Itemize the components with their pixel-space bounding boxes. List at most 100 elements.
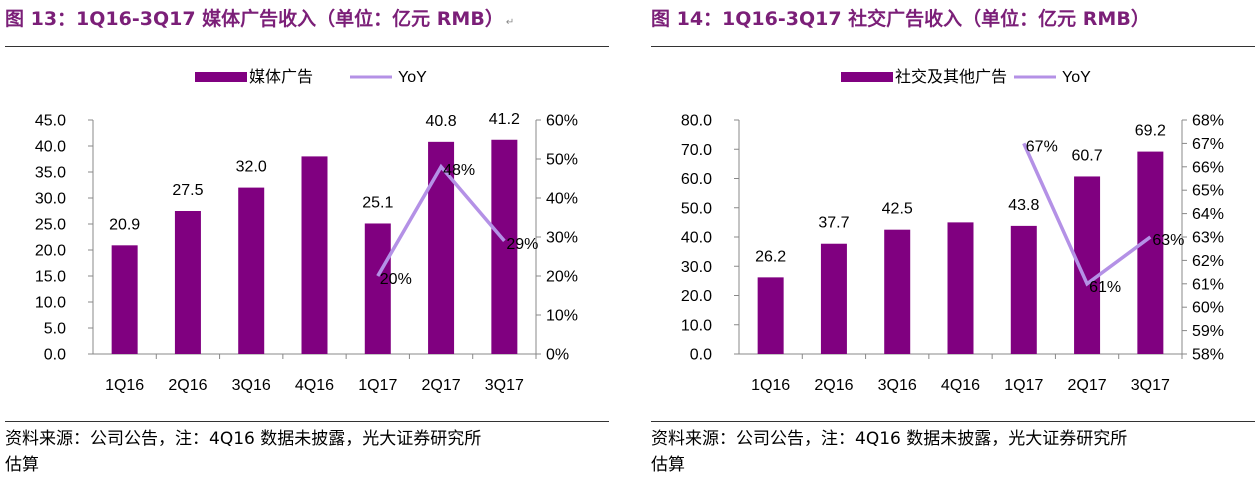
- x-tick-label: 1Q16: [105, 377, 144, 394]
- bar-value-label: 20.9: [109, 216, 140, 233]
- y-right-tick-label: 64%: [1192, 206, 1224, 223]
- y-left-tick-label: 80.0: [681, 113, 712, 130]
- y-left-tick-label: 30.0: [35, 191, 66, 208]
- bar-value-label: 27.5: [172, 182, 203, 199]
- source-line-2: 估算: [651, 455, 685, 475]
- source-divider: [651, 421, 1255, 422]
- y-left-tick-label: 70.0: [681, 142, 712, 159]
- y-left-tick-label: 10.0: [681, 317, 712, 334]
- y-left-tick-label: 15.0: [35, 269, 66, 286]
- bar: [174, 211, 201, 354]
- y-right-tick-label: 10%: [546, 308, 578, 325]
- y-left-tick-label: 40.0: [35, 139, 66, 156]
- legend-bar-swatch: [841, 72, 893, 82]
- y-right-tick-label: 58%: [1192, 347, 1224, 364]
- bar-value-label: 40.8: [426, 113, 457, 130]
- y-left-tick-label: 25.0: [35, 217, 66, 234]
- y-right-tick-label: 30%: [546, 230, 578, 247]
- x-tick-label: 3Q16: [232, 377, 271, 394]
- y-left-tick-label: 60.0: [681, 171, 712, 188]
- y-right-tick-label: 68%: [1192, 113, 1224, 130]
- y-right-tick-label: 67%: [1192, 136, 1224, 153]
- source-line-1: 资料来源：公司公告，注：4Q16 数据未披露，光大证券研究所: [5, 429, 482, 449]
- bar-value-label: 69.2: [1135, 123, 1166, 140]
- bar: [884, 229, 911, 354]
- y-left-tick-label: 0.0: [44, 347, 66, 364]
- legend-bar-label: 社交及其他广告: [895, 68, 1007, 86]
- bar: [1010, 225, 1037, 354]
- y-left-tick-label: 30.0: [681, 259, 712, 276]
- chart-14: 社交及其他广告 YoY 0.0 10.0 20.0 30.0 40.0 50.0 60.0 70.…: [681, 68, 1224, 394]
- bar: [238, 187, 265, 354]
- yoy-value-label: 29%: [506, 236, 538, 253]
- y-left-tick-label: 50.0: [681, 200, 712, 217]
- bar: [491, 139, 518, 354]
- yoy-value-label: 61%: [1089, 279, 1121, 296]
- x-tick-label: 2Q17: [1068, 377, 1107, 394]
- title-divider: [5, 46, 609, 47]
- x-tick-label: 1Q17: [1004, 377, 1043, 394]
- bar-value-label: 60.7: [1072, 147, 1103, 164]
- title-divider: [651, 46, 1255, 47]
- y-left-tick-label: 5.0: [44, 321, 66, 338]
- y-right-tick-label: 61%: [1192, 276, 1224, 293]
- y-right-tick-label: 66%: [1192, 159, 1224, 176]
- bar: [947, 222, 974, 354]
- y-right-tick-label: 62%: [1192, 253, 1224, 270]
- bar-value-label: 42.5: [882, 201, 913, 218]
- yoy-value-label: 20%: [380, 271, 412, 288]
- source-line-2: 估算: [5, 455, 39, 475]
- y-left-tick-label: 40.0: [681, 230, 712, 247]
- bar: [820, 243, 847, 354]
- bar-value-label: 41.2: [489, 111, 520, 128]
- x-tick-label: 4Q16: [941, 377, 980, 394]
- y-right-tick-label: 20%: [546, 269, 578, 286]
- bar: [301, 156, 328, 354]
- legend-line-label: YoY: [1062, 69, 1091, 86]
- y-right-tick-label: 50%: [546, 152, 578, 169]
- y-left-tick-label: 35.0: [35, 165, 66, 182]
- x-tick-label: 3Q17: [485, 377, 524, 394]
- x-tick-label: 1Q16: [751, 377, 790, 394]
- legend-bar-swatch: [195, 72, 247, 82]
- bar-value-label: 37.7: [818, 215, 849, 232]
- y-right-tick-label: 63%: [1192, 230, 1224, 247]
- x-tick-label: 3Q17: [1131, 377, 1170, 394]
- y-left-tick-label: 20.0: [681, 288, 712, 305]
- y-right-tick-label: 60%: [546, 113, 578, 130]
- bar-value-label: 43.8: [1008, 197, 1039, 214]
- figure-title: 图 14：1Q16-3Q17 社交广告收入（单位：亿元 RMB）: [651, 8, 1150, 30]
- legend-line-label: YoY: [398, 69, 427, 86]
- x-tick-label: 2Q17: [422, 377, 461, 394]
- figure-title: 图 13：1Q16-3Q17 媒体广告收入（单位：亿元 RMB） ↵: [5, 8, 515, 30]
- bar-value-label: 32.0: [236, 159, 267, 176]
- y-left-tick-label: 0.0: [690, 347, 712, 364]
- y-right-tick-label: 40%: [546, 191, 578, 208]
- bar-value-label: 26.2: [755, 248, 786, 265]
- legend-bar-label: 媒体广告: [249, 68, 313, 86]
- y-left-tick-label: 45.0: [35, 113, 66, 130]
- source-note: 资料来源：公司公告，注：4Q16 数据未披露，光大证券研究所 估算: [5, 426, 609, 478]
- x-tick-label: 4Q16: [295, 377, 334, 394]
- x-tick-label: 3Q16: [878, 377, 917, 394]
- y-right-tick-label: 65%: [1192, 183, 1224, 200]
- x-tick-label: 2Q16: [168, 377, 207, 394]
- bar: [111, 245, 138, 354]
- source-line-1: 资料来源：公司公告，注：4Q16 数据未披露，光大证券研究所: [651, 429, 1128, 449]
- x-tick-label: 2Q16: [814, 377, 853, 394]
- y-left-tick-label: 20.0: [35, 243, 66, 260]
- yoy-value-label: 48%: [443, 162, 475, 179]
- y-right-tick-label: 60%: [1192, 300, 1224, 317]
- source-note: 资料来源：公司公告，注：4Q16 数据未披露，光大证券研究所 估算: [651, 426, 1255, 478]
- chart-13: 媒体广告 YoY 0.0 5.0 10.0 15.0 20.0 25.0 30.0 35.0 40.…: [35, 68, 578, 394]
- bar: [1137, 151, 1164, 354]
- chart-panel-13: 图 13：1Q16-3Q17 媒体广告收入（单位：亿元 RMB） ↵ 媒体广告 Yo…: [5, 0, 612, 481]
- bar: [364, 223, 391, 354]
- y-right-tick-label: 59%: [1192, 323, 1224, 340]
- y-right-tick-label: 0%: [546, 347, 569, 364]
- yoy-value-label: 63%: [1152, 232, 1184, 249]
- source-divider: [5, 421, 609, 422]
- chart-panel-14: 图 14：1Q16-3Q17 社交广告收入（单位：亿元 RMB） 社交及其他广告…: [651, 0, 1255, 481]
- bar: [757, 277, 784, 354]
- yoy-value-label: 67%: [1026, 138, 1058, 155]
